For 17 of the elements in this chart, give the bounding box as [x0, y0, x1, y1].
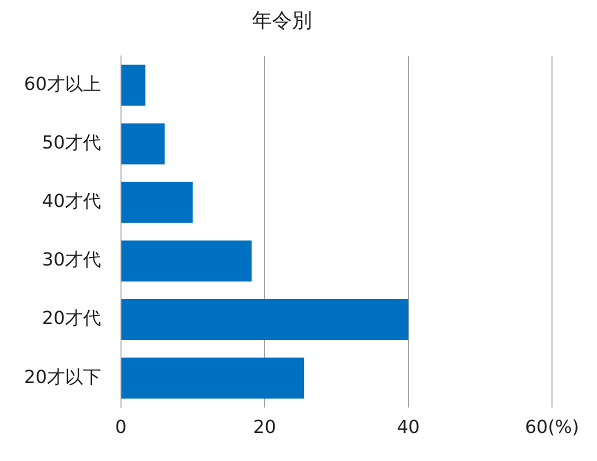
y-tick-label: 20才以下 — [24, 366, 101, 388]
bar — [121, 64, 146, 106]
y-tick-label: 40才代 — [42, 191, 101, 212]
bar — [121, 299, 408, 340]
bar — [121, 123, 165, 164]
y-tick-label: 60才以上 — [24, 74, 101, 95]
y-tick-label: 30才代 — [42, 250, 101, 271]
chart-title: 年令別 — [252, 8, 312, 32]
x-tick-label: 20 — [253, 416, 276, 438]
x-tick-label: 40 — [396, 416, 420, 438]
x-tick-label: 0 — [115, 416, 127, 438]
x-tick-label: 60(%) — [524, 416, 580, 438]
bar — [121, 358, 304, 399]
y-tick-label: 50才代 — [42, 132, 101, 154]
bar — [121, 182, 193, 223]
y-tick-label: 20才代 — [42, 308, 101, 330]
bar — [121, 240, 252, 282]
